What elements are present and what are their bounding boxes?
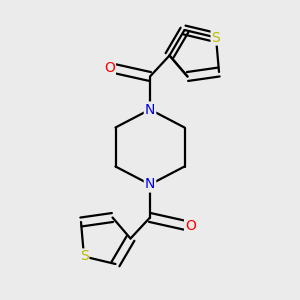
Text: N: N [145, 178, 155, 191]
Text: O: O [104, 61, 115, 74]
Text: S: S [80, 250, 88, 263]
Text: N: N [145, 103, 155, 116]
Text: O: O [185, 220, 196, 233]
Text: S: S [212, 31, 220, 44]
